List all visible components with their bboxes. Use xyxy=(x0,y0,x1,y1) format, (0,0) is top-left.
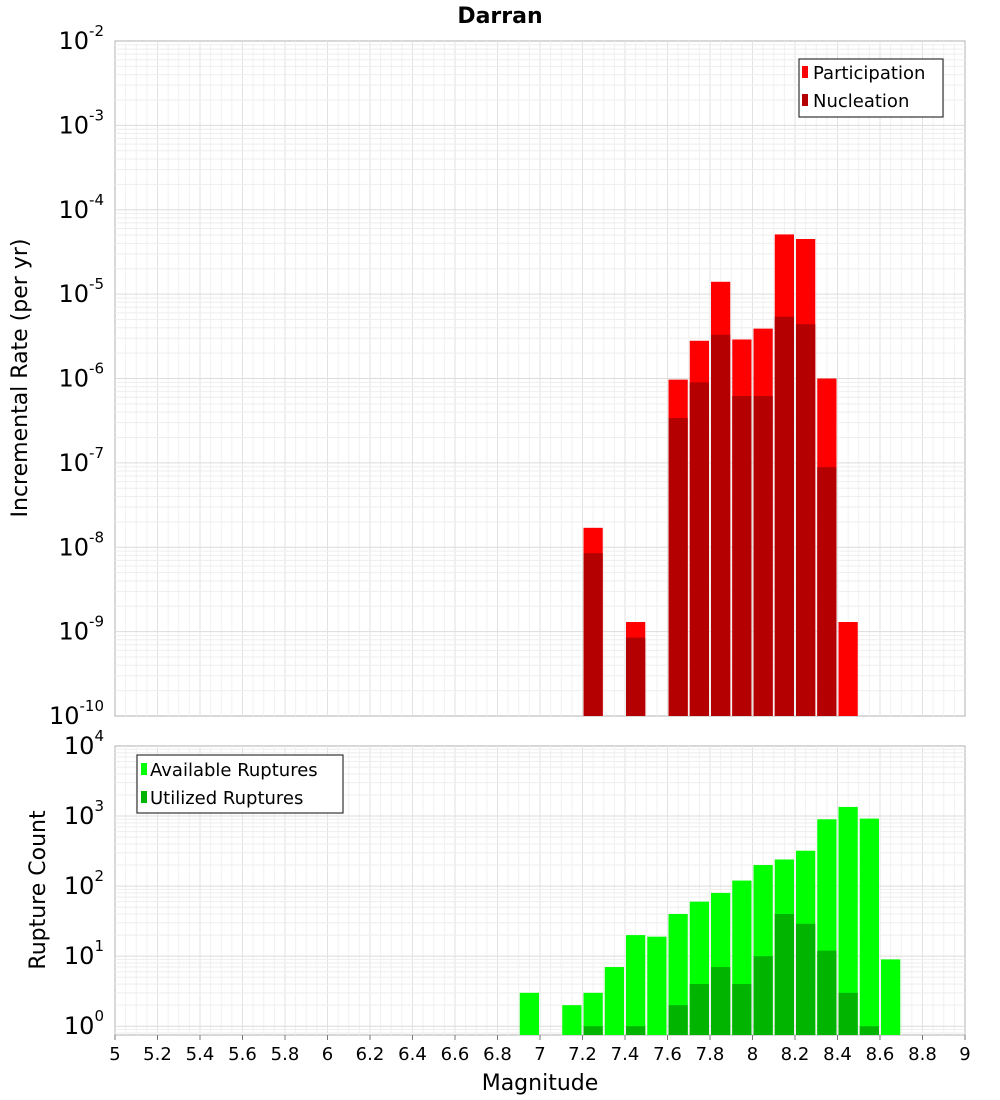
y-tick-label: 10-2 xyxy=(58,22,104,55)
utilized-ruptures-bar xyxy=(774,914,794,1035)
x-tick-label: 6.4 xyxy=(398,1044,427,1065)
legend-label-participation: Participation xyxy=(813,63,925,84)
utilized-ruptures-bar xyxy=(668,1005,688,1035)
nucleation-bar xyxy=(711,334,731,716)
y-tick-label: 100 xyxy=(64,1007,104,1040)
bottom-bars xyxy=(519,806,901,1035)
legend-swatch-participation xyxy=(802,66,808,78)
available-ruptures-bar xyxy=(626,935,646,1035)
y-tick-label: 10-10 xyxy=(49,697,104,730)
y-tick-label: 101 xyxy=(64,937,104,970)
legend-swatch-available xyxy=(141,763,147,775)
available-ruptures-bar xyxy=(562,1005,582,1035)
x-tick-label: 8.4 xyxy=(823,1044,852,1065)
x-tick-label: 5.8 xyxy=(271,1044,300,1065)
available-ruptures-bar xyxy=(859,818,879,1035)
nucleation-bar xyxy=(796,324,816,716)
nucleation-bar xyxy=(668,418,688,716)
nucleation-bar xyxy=(732,396,752,716)
utilized-ruptures-bar xyxy=(626,1026,646,1035)
utilized-ruptures-bar xyxy=(796,923,816,1035)
x-tick-label: 5.6 xyxy=(228,1044,257,1065)
legend-label-available: Available Ruptures xyxy=(150,760,318,781)
available-ruptures-bar xyxy=(838,806,858,1035)
x-tick-label: 8.2 xyxy=(781,1044,810,1065)
x-tick-label: 8 xyxy=(747,1044,758,1065)
x-tick-label: 6.6 xyxy=(441,1044,470,1065)
bottom-y-axis-title: Rupture Count xyxy=(26,810,51,970)
utilized-ruptures-bar xyxy=(838,992,858,1035)
utilized-ruptures-bar xyxy=(711,967,731,1035)
available-ruptures-bar xyxy=(881,959,901,1035)
y-tick-label: 104 xyxy=(64,727,104,760)
nucleation-bar xyxy=(626,637,646,716)
utilized-ruptures-bar xyxy=(689,984,709,1035)
y-tick-label: 10-7 xyxy=(58,444,104,477)
x-tick-label: 6.8 xyxy=(483,1044,512,1065)
legend-swatch-utilized xyxy=(141,791,147,803)
x-tick-label: 6 xyxy=(322,1044,333,1065)
utilized-ruptures-bar xyxy=(753,956,773,1035)
x-tick-label: 7.4 xyxy=(611,1044,640,1065)
legend-label-utilized: Utilized Ruptures xyxy=(150,788,303,809)
y-tick-label: 10-5 xyxy=(58,275,104,308)
x-tick-label: 6.2 xyxy=(356,1044,385,1065)
top-legend: Participation Nucleation xyxy=(798,58,944,118)
x-ticks: 5 5.2 5.4 5.6 5.8 6 6.2 6.4 6.6 6.8 7 7.2 7.4 7.6 7.8 8… xyxy=(109,1035,971,1065)
x-tick-label: 7.6 xyxy=(653,1044,682,1065)
available-ruptures-bar xyxy=(647,936,667,1035)
chart-title: Darran xyxy=(457,4,542,29)
utilized-ruptures-bar xyxy=(859,1026,879,1035)
top-y-axis-title: Incremental Rate (per yr) xyxy=(8,239,33,518)
available-ruptures-bar xyxy=(604,967,624,1035)
top-bars xyxy=(583,234,858,716)
x-tick-label: 5.4 xyxy=(186,1044,215,1065)
bottom-legend: Available Ruptures Utilized Ruptures xyxy=(136,754,344,814)
utilized-ruptures-bar xyxy=(583,1026,603,1035)
x-axis-title: Magnitude xyxy=(482,1071,599,1096)
legend-label-nucleation: Nucleation xyxy=(813,91,909,112)
bottom-y-ticks: 104 103 102 101 100 xyxy=(64,727,104,1040)
y-tick-label: 102 xyxy=(64,867,104,900)
participation-bar xyxy=(838,622,858,716)
nucleation-bar xyxy=(689,382,709,716)
y-tick-label: 10-9 xyxy=(58,613,104,646)
utilized-ruptures-bar xyxy=(732,984,752,1035)
y-tick-label: 10-8 xyxy=(58,528,104,561)
x-tick-label: 7.8 xyxy=(696,1044,725,1065)
y-tick-label: 10-4 xyxy=(58,191,104,224)
nucleation-bar xyxy=(583,553,603,716)
legend-swatch-nucleation xyxy=(802,94,808,106)
y-tick-label: 10-6 xyxy=(58,360,104,393)
top-y-ticks: 10-2 10-3 10-4 10-5 10-6 10-7 10-8 10-9 10-10 xyxy=(49,22,104,730)
available-ruptures-bar xyxy=(519,992,539,1035)
x-tick-label: 7.2 xyxy=(568,1044,597,1065)
nucleation-bar xyxy=(774,316,794,716)
available-ruptures-bar xyxy=(668,914,688,1035)
utilized-ruptures-bar xyxy=(817,950,837,1035)
x-tick-label: 9 xyxy=(959,1044,970,1065)
y-tick-label: 10-3 xyxy=(58,106,104,139)
top-legend-box xyxy=(798,58,944,118)
top-grid xyxy=(115,41,965,716)
available-ruptures-bar xyxy=(583,992,603,1035)
nucleation-bar xyxy=(817,467,837,716)
x-tick-label: 7 xyxy=(534,1044,545,1065)
x-tick-label: 5.2 xyxy=(143,1044,172,1065)
y-tick-label: 103 xyxy=(64,797,104,830)
x-tick-label: 8.8 xyxy=(908,1044,937,1065)
x-tick-label: 5 xyxy=(109,1044,120,1065)
nucleation-bar xyxy=(753,396,773,716)
x-tick-label: 8.6 xyxy=(866,1044,895,1065)
bottom-legend-box xyxy=(136,754,344,814)
